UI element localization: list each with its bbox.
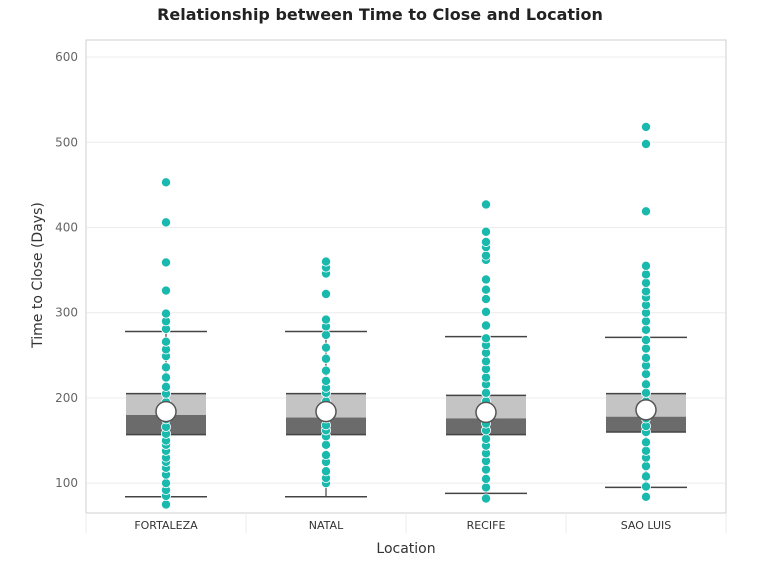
y-tick-label: 600 [55, 50, 78, 64]
data-point [320, 288, 331, 299]
y-tick-label: 400 [55, 220, 78, 234]
data-point [480, 493, 491, 504]
data-point [641, 379, 652, 390]
data-point [480, 333, 491, 344]
data-point [641, 334, 652, 345]
data-point [480, 274, 491, 285]
x-axis-title: Location [376, 541, 436, 557]
data-point [641, 437, 652, 448]
data-point [641, 324, 652, 335]
data-point [480, 284, 491, 295]
data-point [641, 445, 652, 456]
data-point [320, 375, 331, 386]
data-point [641, 343, 652, 354]
data-point [641, 121, 652, 132]
data-point [160, 372, 171, 383]
data-point [320, 439, 331, 450]
data-point [641, 138, 652, 149]
mean-marker [155, 400, 177, 423]
x-tick-label: NATAL [309, 519, 344, 532]
data-point [160, 217, 171, 228]
data-point [320, 329, 331, 340]
data-point [641, 481, 652, 492]
data-point [320, 466, 331, 477]
data-point [480, 372, 491, 383]
data-point [641, 387, 652, 398]
data-point [641, 206, 652, 217]
data-point [160, 499, 171, 510]
data-point [480, 473, 491, 484]
data-point [320, 365, 331, 376]
data-point [480, 433, 491, 444]
chart-title: Relationship between Time to Close and L… [157, 5, 603, 24]
data-point [641, 352, 652, 363]
data-point [320, 450, 331, 461]
x-tick-label: SAO LUIS [621, 519, 672, 532]
data-point [641, 260, 652, 271]
x-tick-label: RECIFE [467, 519, 506, 532]
data-point [641, 277, 652, 288]
data-point [160, 381, 171, 392]
y-tick-label: 200 [55, 391, 78, 405]
data-point [320, 353, 331, 364]
data-point [320, 314, 331, 325]
y-tick-label: 300 [55, 306, 78, 320]
data-point [480, 320, 491, 331]
data-point [480, 464, 491, 475]
y-tick-label: 500 [55, 135, 78, 149]
plot-border [85, 39, 727, 514]
x-tick-label: FORTALEZA [134, 519, 198, 532]
data-point [480, 226, 491, 237]
data-point [480, 250, 491, 261]
data-point [320, 342, 331, 353]
data-point [480, 306, 491, 317]
data-point [160, 177, 171, 188]
data-point [641, 491, 652, 502]
data-point [641, 461, 652, 472]
data-point [480, 294, 491, 305]
mean-marker [315, 400, 337, 423]
data-point [160, 257, 171, 268]
data-point [480, 199, 491, 210]
mean-marker [475, 401, 497, 424]
data-point [480, 236, 491, 247]
data-point [160, 285, 171, 296]
data-point [641, 471, 652, 482]
data-point [641, 269, 652, 280]
data-point [160, 308, 171, 319]
data-point [641, 286, 652, 297]
data-point [160, 336, 171, 347]
data-point [480, 356, 491, 367]
data-point [160, 362, 171, 373]
data-point [320, 256, 331, 267]
y-tick-label: 100 [55, 476, 78, 490]
data-point [480, 387, 491, 398]
data-point [480, 482, 491, 493]
data-point [160, 478, 171, 489]
data-point [641, 316, 652, 327]
data-point [641, 369, 652, 380]
mean-marker [635, 399, 657, 421]
